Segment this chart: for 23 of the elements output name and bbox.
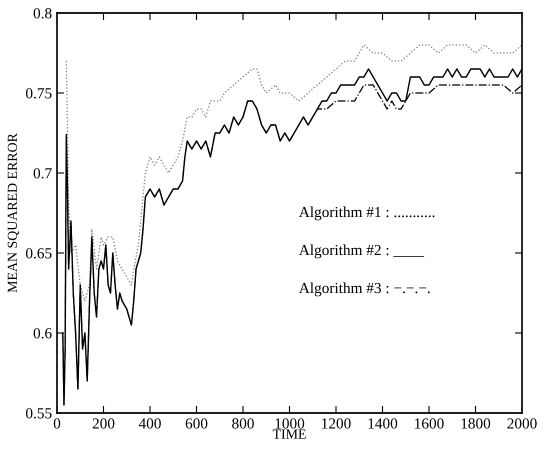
y-tick-label: 0.7 xyxy=(34,168,52,179)
y-axis-title: MEAN SQUARED ERROR xyxy=(8,133,20,292)
annotation: Algorithm #1 : ........... xyxy=(298,206,434,220)
x-tick-label: 1400 xyxy=(368,418,398,429)
x-tick-label: 1800 xyxy=(462,418,490,429)
annotation: Algorithm #2 : ____ xyxy=(298,244,424,258)
y-tick-label: 0.8 xyxy=(34,8,52,19)
x-tick-label: 1200 xyxy=(322,418,351,429)
x-tick-label: 2000 xyxy=(507,418,537,429)
y-tick-label: 0.55 xyxy=(26,408,52,419)
line-series xyxy=(66,44,522,302)
y-tick-label: 0.65 xyxy=(26,248,52,259)
x-tick-label: 1600 xyxy=(415,418,444,429)
annotation: Algorithm #3 : −.−.−. xyxy=(298,282,430,296)
x-tick-label: 600 xyxy=(186,418,208,429)
y-tick-label: 0.75 xyxy=(26,88,52,99)
x-tick-label: 400 xyxy=(138,418,161,429)
x-tick-label: 1000 xyxy=(276,418,304,429)
x-tick-label: 0 xyxy=(54,418,60,429)
y-tick-label: 0.6 xyxy=(34,328,52,339)
x-tick-label: 800 xyxy=(232,418,254,429)
x-axis-title: TIME xyxy=(272,429,306,439)
x-tick-label: 200 xyxy=(92,418,114,429)
